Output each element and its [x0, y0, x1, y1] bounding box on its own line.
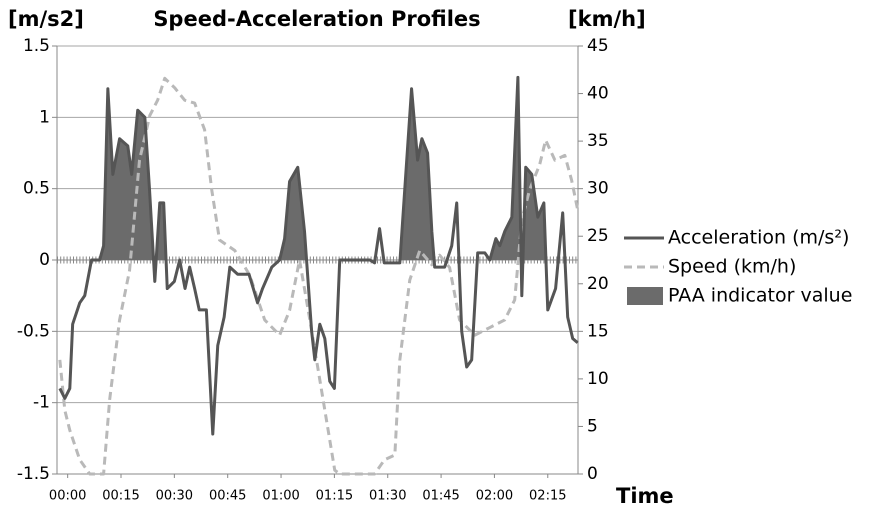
y2-tick-label: 30 — [587, 179, 609, 199]
x-tick-label: 01:45 — [422, 489, 459, 504]
legend-label: PAA indicator value — [668, 285, 852, 307]
y2-tick-label: 45 — [587, 36, 609, 56]
x-axis-label: Time — [616, 484, 674, 508]
line — [58, 75, 579, 436]
y2-axis-label: [km/h] — [568, 7, 646, 31]
x-tick-label: 00:00 — [49, 489, 86, 504]
y-tick-label: 1 — [39, 107, 50, 127]
legend-label: Speed (km/h) — [668, 256, 796, 278]
y-tick-label: -0.5 — [17, 321, 50, 341]
y2-tick-label: 20 — [587, 274, 609, 294]
x-tick-label: 02:00 — [476, 489, 513, 504]
y2-tick-label: 5 — [587, 416, 598, 436]
chart-title: Speed-Acceleration Profiles — [153, 7, 480, 31]
y2-tick-label: 40 — [587, 84, 609, 104]
y2-tick-label: 10 — [587, 369, 609, 389]
legend-swatch — [627, 287, 663, 305]
x-tick-label: 00:15 — [102, 489, 139, 504]
y-tick-label: -1.5 — [17, 464, 50, 484]
x-tick-label: 01:00 — [262, 489, 299, 504]
x-tick-label: 02:15 — [529, 489, 566, 504]
x-tick-label: 01:30 — [369, 489, 406, 504]
y-tick-label: 0 — [39, 250, 50, 270]
x-tick-label: 00:30 — [156, 489, 193, 504]
x-tick-label: 01:15 — [316, 489, 353, 504]
y-axis-label: [m/s2] — [8, 7, 84, 31]
legend-label: Acceleration (m/s²) — [668, 227, 849, 249]
x-tick-label: 00:45 — [209, 489, 246, 504]
y-tick-label: 1.5 — [23, 36, 50, 56]
area — [96, 77, 546, 261]
y2-tick-label: 25 — [587, 226, 609, 246]
y-tick-label: -1 — [33, 393, 50, 413]
y-tick-label: 0.5 — [23, 179, 50, 199]
y2-tick-label: 35 — [587, 131, 609, 151]
y2-tick-label: 15 — [587, 321, 609, 341]
y2-tick-label: 0 — [587, 464, 598, 484]
